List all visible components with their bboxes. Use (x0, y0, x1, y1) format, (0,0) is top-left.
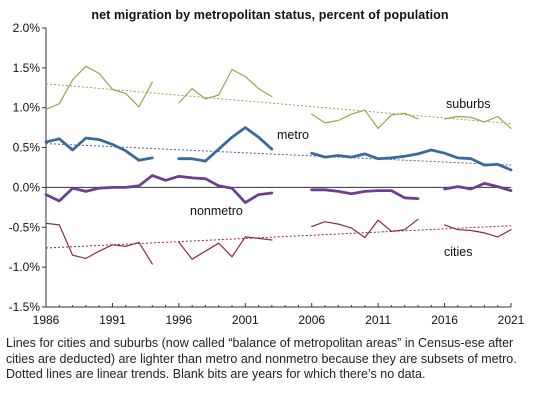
series-lines (44, 65, 513, 265)
trend-line-suburbs (45, 83, 512, 125)
x-tick-label: 2001 (232, 313, 259, 327)
series-label-suburbs: suburbs (446, 97, 490, 111)
chart-caption: Lines for cities and suburbs (now called… (6, 336, 517, 381)
y-tick-label: -1.0% (9, 260, 41, 274)
series-line-metro-segment-2 (177, 126, 274, 163)
series-line-nonmetro-segment-3 (443, 181, 513, 193)
chart-axes: 2.0% 1.5% 1.0% 0.5% 0.0% -0.5% -1.0% -1.5%1986 1… (9, 21, 525, 327)
series-line-suburbs-segment-2 (178, 68, 273, 104)
series-label-nonmetro: nonmetro (190, 204, 243, 218)
x-tick-label: 2006 (298, 313, 325, 327)
trend-lines (45, 83, 512, 249)
series-label-cities: cities (444, 245, 472, 259)
series-line-suburbs-segment-1 (45, 65, 153, 110)
line-chart: 2.0% 1.5% 1.0% 0.5% 0.0% -0.5% -1.0% -1.5%1986 1… (9, 21, 525, 327)
trend-line-metro (45, 143, 512, 166)
x-tick-label: 2016 (431, 313, 458, 327)
x-tick-label: 2021 (498, 313, 525, 327)
x-tick-label: 1996 (166, 313, 193, 327)
series-line-cities-segment-3 (311, 218, 419, 239)
trend-line-cities (45, 225, 512, 249)
x-tick-label: 1991 (99, 313, 126, 327)
y-tick-label: 0.5% (13, 141, 41, 155)
series-line-nonmetro-segment-1 (44, 174, 274, 205)
series-line-cities-segment-1 (45, 222, 153, 265)
y-tick-label: -1.5% (9, 300, 41, 314)
y-tick-label: 2.0% (13, 21, 41, 35)
series-line-cities-segment-2 (178, 236, 273, 260)
x-tick-label: 2011 (365, 313, 391, 327)
series-line-metro-segment-1 (44, 136, 154, 162)
y-tick-label: 0.0% (13, 180, 41, 194)
series-line-suburbs-segment-4 (444, 115, 512, 129)
x-tick-label: 1986 (33, 313, 60, 327)
series-labels: suburbs metro nonmetro cities (190, 97, 490, 259)
series-line-metro-segment-3 (310, 148, 513, 172)
series-line-cities-segment-4 (444, 224, 512, 238)
series-line-nonmetro-segment-2 (310, 188, 420, 201)
y-tick-label: -0.5% (9, 220, 41, 234)
series-label-metro: metro (277, 128, 309, 142)
series-line-suburbs-segment-3 (311, 109, 419, 129)
y-tick-label: 1.5% (13, 61, 41, 75)
y-tick-label: 1.0% (13, 101, 41, 115)
chart-title: net migration by metropolitan status, pe… (91, 8, 449, 22)
